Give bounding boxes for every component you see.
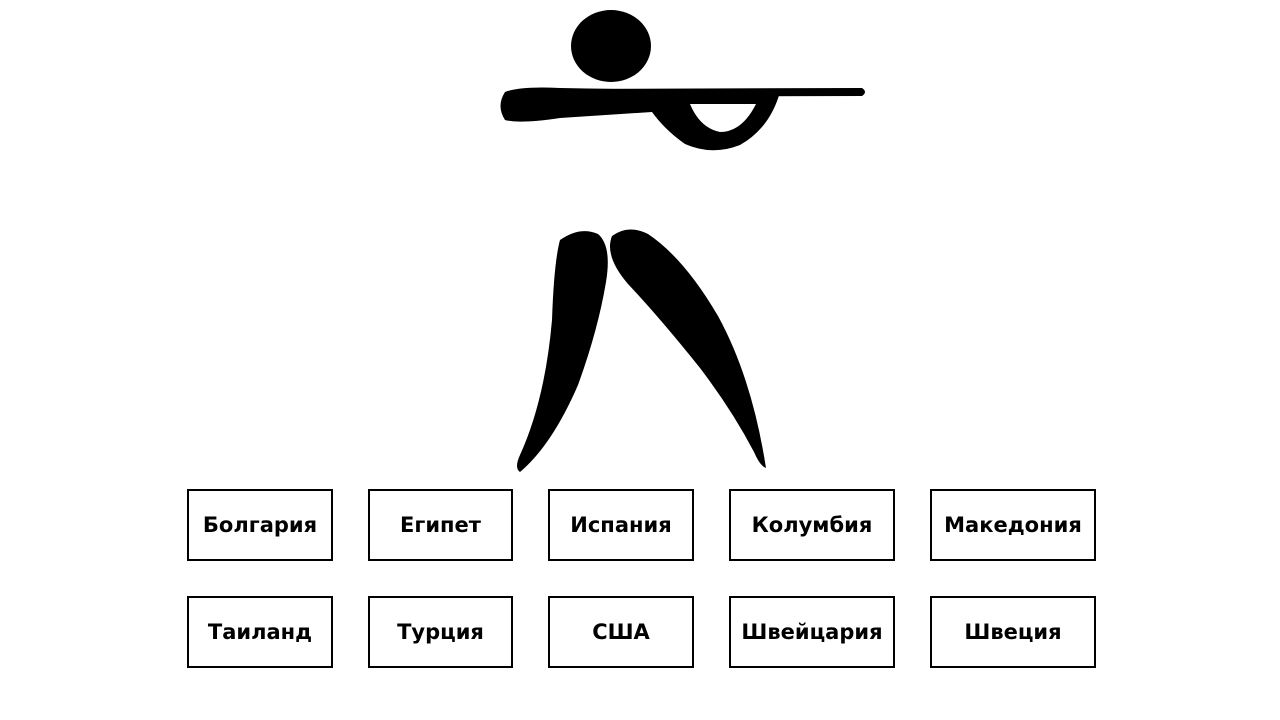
country-option-turkey[interactable]: Турция xyxy=(368,596,513,668)
country-option-sweden[interactable]: Швеция xyxy=(930,596,1096,668)
rifle-shooter-icon xyxy=(500,10,865,472)
country-option-spain[interactable]: Испания xyxy=(548,489,694,561)
country-option-switzerland[interactable]: Швейцария xyxy=(729,596,895,668)
country-option-usa[interactable]: США xyxy=(548,596,694,668)
shooter-head xyxy=(571,10,651,82)
country-option-bulgaria[interactable]: Болгария xyxy=(187,489,333,561)
shooter-right-leg xyxy=(610,229,766,468)
country-option-macedonia[interactable]: Македония xyxy=(930,489,1096,561)
country-option-thailand[interactable]: Таиланд xyxy=(187,596,333,668)
country-option-egypt[interactable]: Египет xyxy=(368,489,513,561)
shooter-left-leg xyxy=(517,231,608,472)
country-option-colombia[interactable]: Колумбия xyxy=(729,489,895,561)
shooter-arms xyxy=(500,87,780,151)
